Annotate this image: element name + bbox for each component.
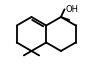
Text: OH: OH <box>65 5 78 14</box>
